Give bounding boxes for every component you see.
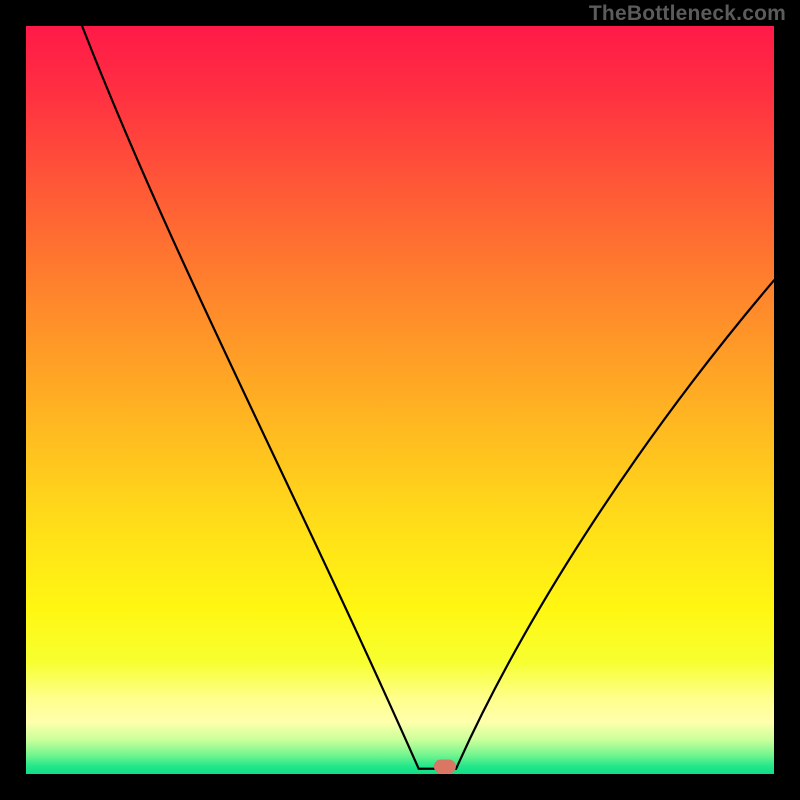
optimum-marker [434, 760, 456, 774]
chart-container: TheBottleneck.com [0, 0, 800, 800]
gradient-background [26, 26, 774, 774]
chart-svg [26, 26, 774, 774]
watermark-label: TheBottleneck.com [589, 2, 786, 26]
